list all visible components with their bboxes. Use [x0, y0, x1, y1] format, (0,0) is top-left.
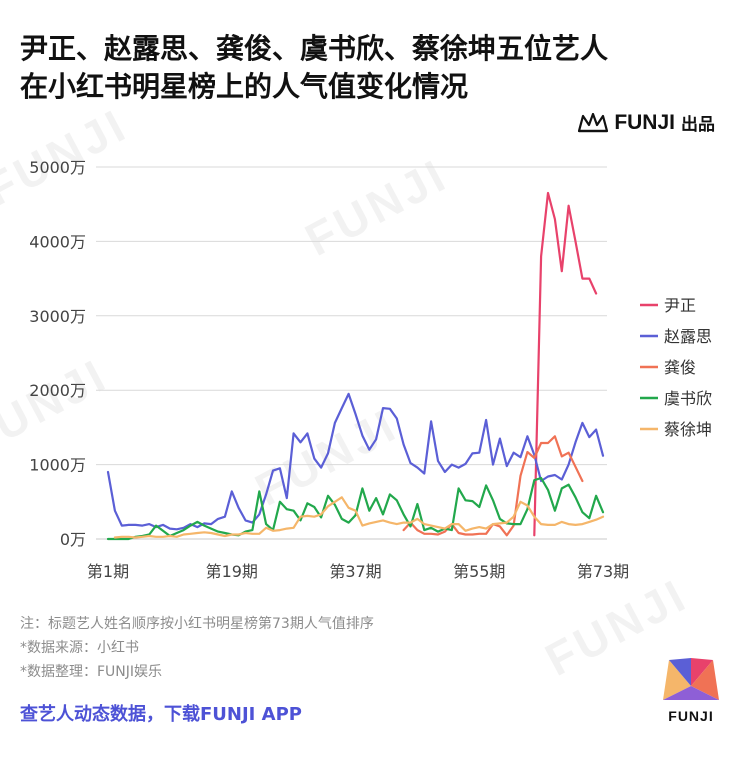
note-ranking: 注：标题艺人姓名顺序按小红书明星榜第73期人气值排序	[20, 616, 374, 632]
y-tick-label: 1000万	[29, 456, 86, 475]
brand: FUNJI 出品	[578, 110, 715, 135]
series-line-虞书欣	[106, 476, 605, 541]
chart-title: 尹正、赵露思、龚俊、虞书欣、蔡徐坤五位艺人 在小红书明星榜上的人气值变化情况	[20, 30, 720, 106]
crown-icon	[578, 112, 609, 132]
x-tick-label: 第55期	[453, 562, 505, 581]
title-line-2: 在小红书明星榜上的人气值变化情况	[20, 70, 469, 103]
y-tick-label: 2000万	[29, 381, 86, 400]
y-tick-label: 0万	[60, 530, 86, 549]
note-source: *数据来源：小红书	[20, 640, 139, 656]
legend-label: 虞书欣	[664, 389, 712, 408]
legend-label: 蔡徐坤	[664, 420, 712, 439]
legend-label: 赵露思	[664, 327, 712, 346]
legend-label: 尹正	[664, 296, 696, 315]
y-tick-label: 4000万	[29, 232, 86, 251]
legend-label: 龚俊	[664, 358, 696, 377]
brand-suffix: 出品	[681, 115, 715, 135]
funji-logo: FUNJI	[660, 656, 722, 724]
download-app-link[interactable]: 查艺人动态数据，下载FUNJI APP	[20, 704, 302, 725]
note-compiled-by: *数据整理：FUNJI娱乐	[20, 664, 163, 680]
logo-text: FUNJI	[668, 708, 714, 724]
funji-logo-icon	[663, 658, 719, 700]
series-line-蔡徐坤	[113, 496, 605, 539]
brand-name: FUNJI	[614, 110, 675, 134]
title-line-1: 尹正、赵露思、龚俊、虞书欣、蔡徐坤五位艺人	[20, 32, 609, 65]
y-tick-label: 3000万	[29, 307, 86, 326]
series-line-尹正	[533, 191, 598, 537]
notes: 注：标题艺人姓名顺序按小红书明星榜第73期人气值排序 *数据来源：小红书 *数据…	[20, 612, 374, 684]
series-line-赵露思	[106, 392, 605, 531]
x-tick-label: 第37期	[329, 562, 381, 581]
series-line-龚俊	[402, 435, 584, 537]
y-tick-label: 5000万	[29, 158, 86, 177]
x-tick-label: 第1期	[87, 562, 129, 581]
x-tick-label: 第73期	[577, 562, 629, 581]
x-tick-label: 第19期	[206, 562, 258, 581]
